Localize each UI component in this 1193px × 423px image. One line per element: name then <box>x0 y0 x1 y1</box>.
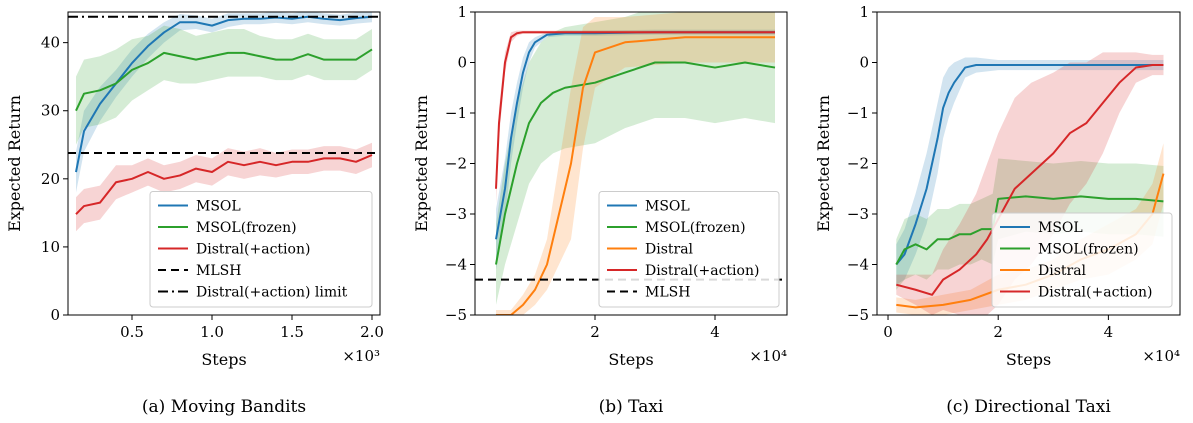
panel-caption: (a) Moving Bandits <box>142 397 306 417</box>
legend-box <box>149 191 373 308</box>
band-distral-action <box>76 142 372 232</box>
ticks-group: 0.5 1.0 1.5 2.0 0 10 20 30 40 <box>41 34 384 341</box>
y-tick-label: −4 <box>445 256 467 274</box>
y-tick-label: −2 <box>445 155 467 173</box>
y-tick-label: −4 <box>847 256 869 274</box>
y-tick-label: −2 <box>847 155 869 173</box>
y-axis-label: Expected Return <box>814 95 833 232</box>
line-distral-action <box>75 154 373 215</box>
x-tick-label: 0.5 <box>120 323 144 341</box>
x-tick-label: 2 <box>590 323 600 341</box>
y-axis-label: Expected Return <box>5 95 24 232</box>
legend: MSOL MSOL(frozen) Distral(+action) MLSH Dist… <box>149 191 373 308</box>
line-msol-frozen <box>895 195 1164 265</box>
axes-frame <box>67 11 381 316</box>
legend-label-msol-frozen: MSOL(frozen) <box>196 220 297 236</box>
y-tick-label: −5 <box>445 306 467 324</box>
band-msol-frozen <box>76 25 372 145</box>
x-scale-note: ×10³ <box>342 347 380 365</box>
legend-label-msol: MSOL <box>645 199 690 215</box>
line-distral-action <box>495 31 775 189</box>
y-tick-label: −5 <box>847 306 869 324</box>
bands-group <box>496 12 775 315</box>
legend: MSOL MSOL(frozen) Distral Distral(+action) M… <box>598 191 780 308</box>
y-tick-label: 10 <box>41 238 60 256</box>
band-msol-frozen <box>496 12 775 305</box>
y-tick-label: 1 <box>457 3 467 21</box>
band-distral-action <box>896 52 1164 315</box>
line-msol-frozen <box>495 61 776 265</box>
y-axis-label: Expected Return <box>412 95 431 232</box>
x-scale-note: ×10⁴ <box>749 347 787 365</box>
y-tick-label: −3 <box>445 205 467 223</box>
legend-label-distral: Distral <box>1038 263 1087 279</box>
lines-group <box>495 31 776 315</box>
x-axis-label: Steps <box>201 350 246 369</box>
line-msol-frozen <box>75 48 373 112</box>
ticks-group: 0 2 4 −5 −4 −3 −2 −1 0 1 <box>847 3 1113 341</box>
x-tick-label: 1.5 <box>280 323 304 341</box>
lines-group <box>75 15 373 215</box>
reference-lines-group <box>68 15 380 154</box>
panel-moving-bandits: 0.5 1.0 1.5 2.0 0 10 20 30 40 Steps Expected Ret… <box>5 11 384 417</box>
y-tick-label: −1 <box>847 104 869 122</box>
x-tick-label: 2.0 <box>360 323 384 341</box>
legend-label-mlsh: MLSH <box>196 263 241 279</box>
legend-label-msol-frozen: MSOL(frozen) <box>1038 242 1139 258</box>
x-tick-label: 4 <box>710 323 720 341</box>
y-tick-label: 20 <box>41 170 60 188</box>
panel-taxi: 2 4 −5 −4 −3 −2 −1 0 1 Steps Expected Return ×10… <box>412 3 788 417</box>
legend-label-distral-action-limit: Distral(+action) limit <box>196 285 348 301</box>
panel-caption: (c) Directional Taxi <box>946 397 1111 417</box>
x-axis-label: Steps <box>608 350 653 369</box>
band-distral <box>496 12 775 315</box>
y-tick-label: 0 <box>859 54 869 72</box>
x-tick-label: 4 <box>1104 323 1114 341</box>
x-tick-label: 1.0 <box>200 323 224 341</box>
legend-label-distral-action: Distral(+action) <box>645 263 759 279</box>
legend: MSOL MSOL(frozen) Distral Distral(+action) <box>991 212 1173 308</box>
y-tick-label: 30 <box>41 102 60 120</box>
legend-label-msol: MSOL <box>196 199 241 215</box>
panel-caption: (b) Taxi <box>599 397 664 417</box>
line-distral <box>496 36 775 315</box>
x-tick-label: 2 <box>993 323 1003 341</box>
x-axis-label: Steps <box>1006 350 1051 369</box>
bands-group <box>76 12 372 232</box>
y-tick-label: 1 <box>859 3 869 21</box>
legend-box <box>991 212 1173 308</box>
panel-directional-taxi: 0 2 4 −5 −4 −3 −2 −1 0 1 Steps Expected Return ×1… <box>814 3 1181 417</box>
legend-label-distral-action: Distral(+action) <box>196 242 310 258</box>
line-msol <box>895 64 1164 266</box>
legend-label-msol-frozen: MSOL(frozen) <box>645 220 746 236</box>
x-tick-label: 0 <box>883 323 893 341</box>
y-tick-label: 40 <box>41 34 60 52</box>
y-tick-label: 0 <box>457 54 467 72</box>
x-scale-note: ×10⁴ <box>1142 347 1180 365</box>
legend-label-msol: MSOL <box>1038 220 1083 236</box>
y-tick-label: −3 <box>847 205 869 223</box>
y-tick-label: −1 <box>445 104 467 122</box>
legend-label-mlsh: MLSH <box>645 285 690 301</box>
legend-label-distral: Distral <box>645 242 694 258</box>
y-tick-label: 0 <box>50 306 60 324</box>
legend-box <box>598 191 780 308</box>
line-distral-action <box>896 64 1164 296</box>
ticks-group: 2 4 −5 −4 −3 −2 −1 0 1 <box>445 3 720 341</box>
legend-label-distral-action: Distral(+action) <box>1038 285 1152 301</box>
